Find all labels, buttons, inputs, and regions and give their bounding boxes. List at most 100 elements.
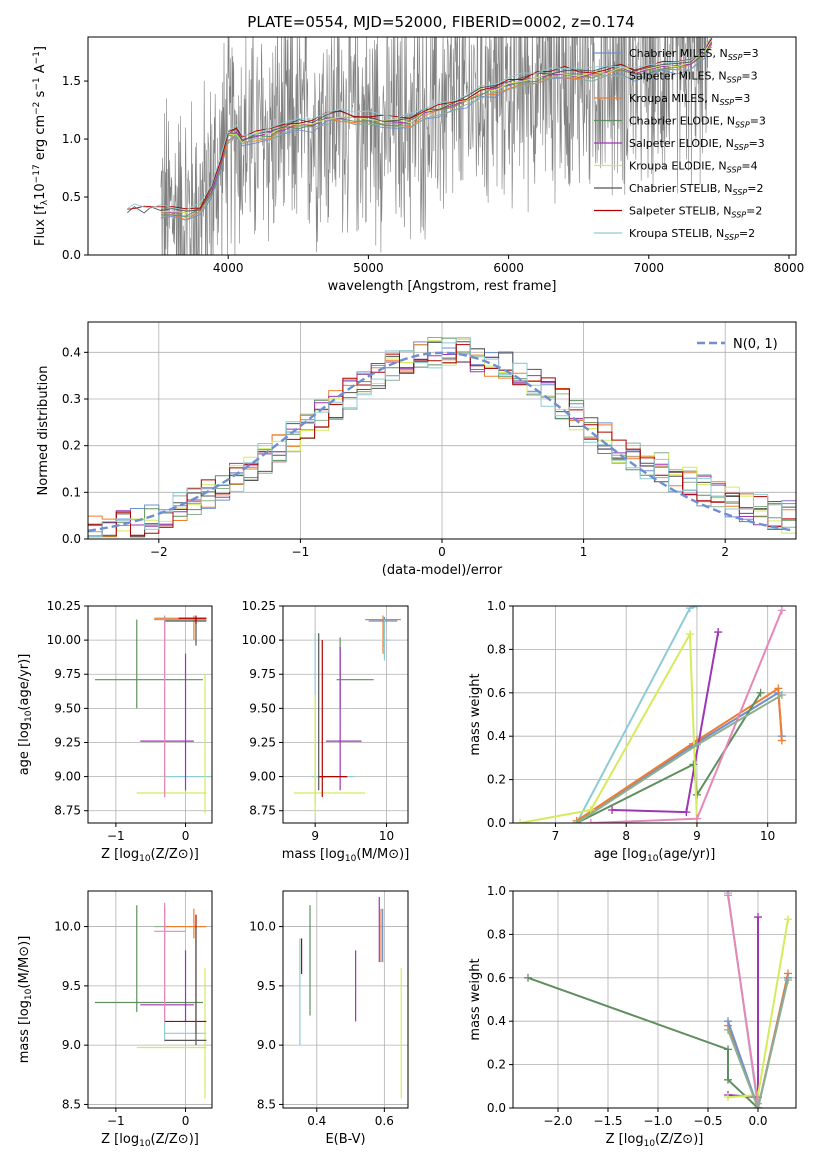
plot-area xyxy=(127,37,713,255)
series-line xyxy=(576,686,783,822)
y-tick-label: 10.25 xyxy=(47,599,81,613)
chart-age-vs-z: −1 0 8.75 9.00 9.25 9.50 9.75 10.00 10.25 Z [log1… xyxy=(17,599,213,864)
y-tick-label: 9.25 xyxy=(249,735,276,749)
y-axis-label: Flux [fλ10−17 erg cm−2 s−1 A−1] xyxy=(32,46,50,246)
series-line xyxy=(519,630,698,823)
model-spectrum xyxy=(127,37,712,211)
y-tick-label: 9.5 xyxy=(62,979,81,993)
x-tick-label: 2 xyxy=(721,545,729,559)
y-tick-label: 0.0 xyxy=(62,532,81,546)
y-tick-label: 10.00 xyxy=(47,633,81,647)
plot-area xyxy=(293,615,401,814)
plot-area xyxy=(299,896,402,1099)
x-tick-label: −1.5 xyxy=(593,1114,622,1128)
plot-area xyxy=(94,902,207,1099)
legend-entry: Chabrier STELIB, NSSP=2 xyxy=(629,182,763,197)
y-tick-label: 0.2 xyxy=(62,439,81,453)
series-point xyxy=(784,975,792,984)
y-tick-label: 9.75 xyxy=(54,667,81,681)
legend-entry: Salpeter MILES, NSSP=3 xyxy=(629,70,758,85)
series-point xyxy=(724,1075,732,1084)
axes-frame xyxy=(512,605,797,824)
axes-frame xyxy=(282,605,409,824)
y-tick-label: 0.4 xyxy=(487,1014,506,1028)
y-axis-label: mass weight xyxy=(468,958,483,1040)
y-tick-label: 0.0 xyxy=(487,1101,506,1115)
y-tick-label: 9.50 xyxy=(249,701,276,715)
y-tick-label: 10.25 xyxy=(242,599,276,613)
y-tick-label: 1.0 xyxy=(487,884,506,898)
model-spectrum xyxy=(160,46,713,218)
y-tick-label: 10.00 xyxy=(242,633,276,647)
y-tick-label: 9.75 xyxy=(249,667,276,681)
series-point xyxy=(754,913,762,922)
x-tick-label: 4000 xyxy=(213,261,244,275)
y-tick-label: 0.6 xyxy=(487,971,506,985)
chart-residuals: −2 −1 0 1 2 0.0 0.1 0.2 0.3 0.4 N(0, 1) (data-model… xyxy=(36,321,797,578)
y-tick-label: 0.0 xyxy=(487,816,506,830)
series-point xyxy=(714,628,723,637)
series-point xyxy=(777,736,786,745)
x-tick-label: −2.0 xyxy=(543,1114,572,1128)
series-point xyxy=(754,1104,762,1108)
x-tick-label: 9 xyxy=(311,829,319,843)
series-point xyxy=(572,819,581,823)
legend-entry: Kroupa ELODIE, NSSP=4 xyxy=(629,160,758,175)
chart-mass-vs-z: −1 0 8.5 9.0 9.5 10.0 Z [log10(Z/Z⊙)] mass [log… xyxy=(17,890,213,1149)
y-tick-label: 9.25 xyxy=(54,735,81,749)
x-tick-label: 10 xyxy=(760,829,775,843)
figure-title: PLATE=0554, MJD=52000, FIBERID=0002, z=0… xyxy=(247,13,634,31)
series-point xyxy=(724,1045,732,1054)
series-point xyxy=(784,915,792,924)
x-axis-label: age [log10(age/yr)] xyxy=(594,847,716,864)
y-tick-label: 0.8 xyxy=(487,642,506,656)
chart-massweight-vs-age: 7 8 9 10 0.0 0.2 0.4 0.6 0.8 1.0 age [log10(age/yr… xyxy=(468,599,797,864)
x-tick-label: −1 xyxy=(292,545,310,559)
gaussian-curve xyxy=(88,351,794,532)
y-tick-label: 9.50 xyxy=(54,701,81,715)
y-tick-label: 9.00 xyxy=(249,770,276,784)
plot-area xyxy=(94,615,210,814)
series-point xyxy=(685,606,694,613)
axes-frame xyxy=(282,890,409,1109)
plot-area xyxy=(516,606,786,823)
series-line xyxy=(576,694,783,823)
y-tick-label: 1.0 xyxy=(62,132,81,146)
x-tick-label: 0.0 xyxy=(748,1114,767,1128)
x-tick-label: 0.6 xyxy=(375,1114,394,1128)
legend-entry: Salpeter STELIB, NSSP=2 xyxy=(629,205,762,220)
y-tick-label: 0.5 xyxy=(62,190,81,204)
series-line xyxy=(527,976,759,1108)
series-point xyxy=(524,973,532,982)
x-tick-label: 7000 xyxy=(634,261,665,275)
series-point xyxy=(777,606,786,615)
y-tick-label: 8.75 xyxy=(54,804,81,818)
plot-area xyxy=(88,337,796,538)
x-tick-label: 9 xyxy=(693,829,701,843)
x-axis-label: Z [log10(Z/Z⊙)] xyxy=(606,1132,704,1149)
x-tick-label: 0 xyxy=(182,1114,190,1128)
y-tick-label: 0.1 xyxy=(62,485,81,499)
legend-entry: Kroupa MILES, NSSP=3 xyxy=(629,92,750,107)
series-point xyxy=(516,819,525,823)
x-tick-label: 0 xyxy=(182,829,190,843)
axes-frame xyxy=(87,36,797,256)
x-tick-label: 5000 xyxy=(353,261,384,275)
chart-age-vs-mass: 9 10 8.75 9.00 9.25 9.50 9.75 10.00 10.25 mass [l… xyxy=(242,599,410,864)
y-tick-label: 8.5 xyxy=(257,1097,276,1111)
series-point xyxy=(724,1093,732,1102)
x-axis-label: wavelength [Angstrom, rest frame] xyxy=(328,279,557,294)
y-axis-label: mass weight xyxy=(468,673,483,755)
series-line xyxy=(727,979,789,1108)
y-tick-label: 8.5 xyxy=(62,1097,81,1111)
y-tick-label: 0.4 xyxy=(62,345,81,359)
y-axis-label: mass [log10(M/M⊙)] xyxy=(17,936,34,1064)
y-tick-label: 9.0 xyxy=(257,1038,276,1052)
legend-entry: Salpeter ELODIE, NSSP=3 xyxy=(629,137,765,152)
y-tick-label: 9.00 xyxy=(54,770,81,784)
legend-entry: Chabrier ELODIE, NSSP=3 xyxy=(629,115,766,130)
y-tick-label: 1.5 xyxy=(62,74,81,88)
spectrum-legend: Chabrier MILES, NSSP=3 Salpeter MILES, NS… xyxy=(594,47,766,242)
y-tick-label: 0.2 xyxy=(487,1058,506,1072)
